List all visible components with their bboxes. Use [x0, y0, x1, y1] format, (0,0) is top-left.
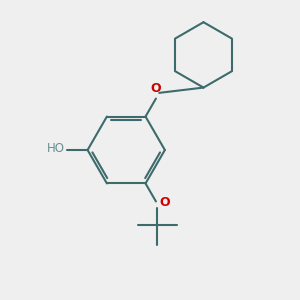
- Text: HO: HO: [46, 142, 64, 155]
- Text: O: O: [160, 196, 170, 209]
- Text: O: O: [151, 82, 161, 95]
